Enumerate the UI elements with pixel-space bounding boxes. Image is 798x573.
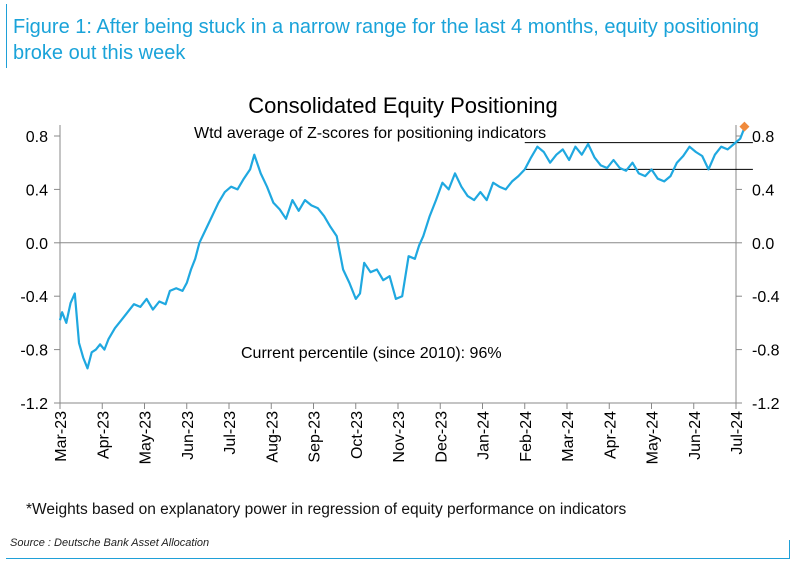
- series-line: [58, 127, 746, 370]
- x-tick-label: Jan-24: [476, 411, 493, 460]
- frame-right-tick: [789, 540, 790, 559]
- chart-subtitle: Wtd average of Z-scores for positioning …: [194, 125, 546, 142]
- x-tick-label: Sep-23: [307, 411, 324, 463]
- x-tick-label: Aug-23: [264, 411, 281, 463]
- x-tick-label: May-24: [645, 411, 662, 464]
- y-tick-label-left: -1.2: [20, 396, 48, 413]
- y-tick-label-left: -0.4: [20, 289, 48, 306]
- x-tick-label: Apr-24: [602, 411, 619, 459]
- chart-svg: 0.8 0.8 0.4 0.4 0.0 0.0 -0.4 -0.4 -0.8 -0.8 -1.2 -1…: [20, 93, 780, 464]
- x-tick-label: Jul-23: [222, 411, 239, 455]
- chart-title: Consolidated Equity Positioning: [248, 93, 557, 118]
- y-tick-label-left: 0.0: [26, 236, 48, 253]
- y-tick-label-left: 0.4: [26, 182, 48, 199]
- y-tick-label-left: -0.8: [20, 343, 48, 360]
- x-tick-label: Oct-23: [349, 411, 366, 459]
- x-tick-label: Jun-24: [687, 411, 704, 460]
- y-tick-label-right: -0.4: [752, 289, 780, 306]
- source-note: Source : Deutsche Bank Asset Allocation: [10, 537, 210, 549]
- x-tick-label: Nov-23: [391, 411, 408, 463]
- figure-title: Figure 1: After being stuck in a narrow …: [13, 16, 759, 64]
- current-point-marker: [739, 121, 750, 132]
- x-tick-label: Dec-23: [433, 411, 450, 463]
- x-tick-label: Apr-23: [95, 411, 112, 459]
- y-tick-label-right: -0.8: [752, 343, 780, 360]
- y-tick-label-right: 0.0: [752, 236, 774, 253]
- x-tick-label: Mar-23: [53, 411, 70, 462]
- frame-accent-line: [6, 4, 7, 68]
- x-tick-label: Mar-24: [560, 411, 577, 462]
- x-tick-label: Jul-24: [729, 411, 746, 455]
- y-tick-label-right: 0.8: [752, 129, 774, 146]
- x-tick-label: May-23: [138, 411, 155, 464]
- footnote: *Weights based on explanatory power in r…: [26, 501, 627, 518]
- y-tick-label-right: -1.2: [752, 396, 780, 413]
- y-tick-label-right: 0.4: [752, 182, 774, 199]
- x-tick-label: Feb-24: [518, 411, 535, 462]
- x-tick-label: Jun-23: [180, 411, 197, 460]
- percentile-annotation: Current percentile (since 2010): 96%: [241, 345, 502, 362]
- frame-bottom-line: [6, 558, 790, 559]
- y-tick-label-left: 0.8: [26, 129, 48, 146]
